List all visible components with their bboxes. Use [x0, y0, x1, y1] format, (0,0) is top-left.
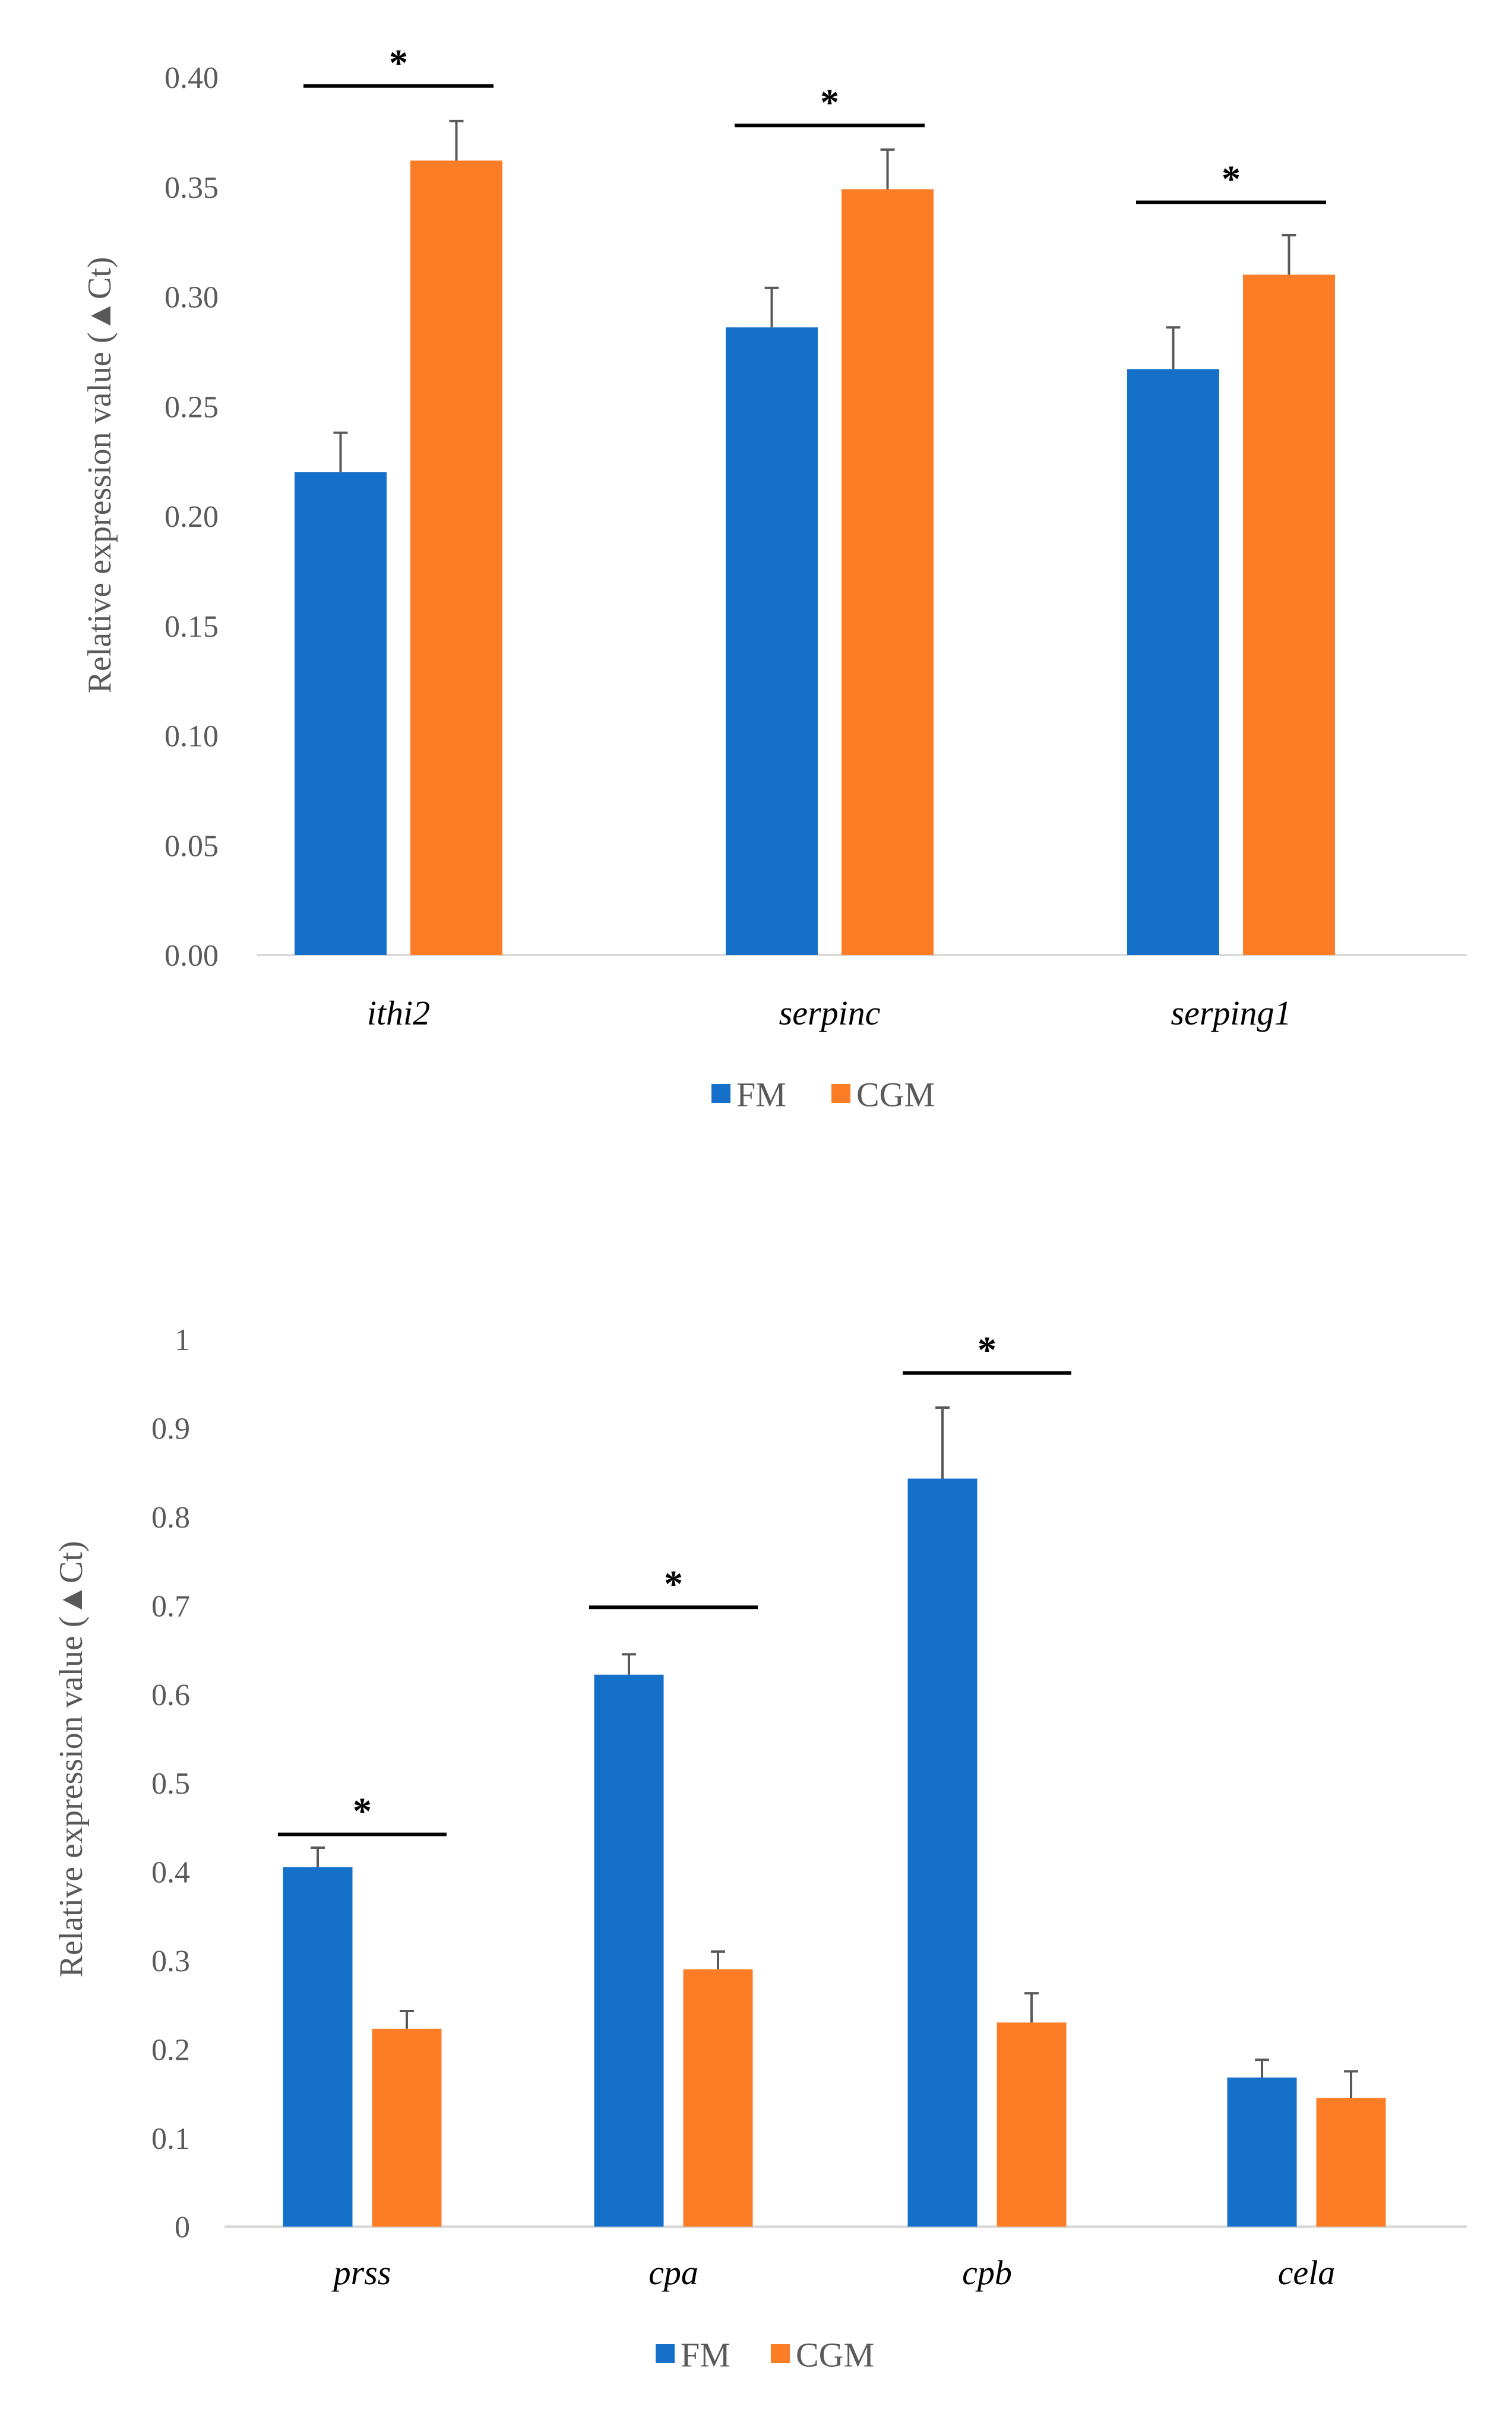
category-label: serpinc — [779, 994, 881, 1032]
y-tick-label: 0.9 — [151, 1412, 190, 1446]
legend-label-cgm: CGM — [796, 2335, 874, 2374]
y-tick-label: 0.10 — [165, 720, 219, 754]
y-tick-label: 0.8 — [151, 1501, 190, 1535]
y-tick-label: 0.35 — [165, 171, 219, 205]
y-tick-label: 0 — [175, 2211, 190, 2244]
y-tick-label: 0.30 — [165, 281, 219, 315]
y-tick-label: 0.2 — [151, 2033, 190, 2067]
bar-cgm-serping1 — [1243, 274, 1335, 955]
y-axis-label: Relative expression value (▲Ct) — [53, 1541, 90, 1978]
legend-label-cgm: CGM — [856, 1075, 935, 1114]
y-axis-label: Relative expression value (▲Ct) — [81, 257, 118, 694]
y-tick-label: 0.05 — [165, 829, 219, 863]
y-tick-label: 0.5 — [151, 1767, 190, 1801]
bar-cgm-cpb — [997, 2022, 1067, 2227]
category-label: prss — [331, 2253, 391, 2292]
legend-swatch-fm — [656, 2344, 675, 2363]
significance-asterisk: * — [820, 81, 839, 123]
bar-fm-cpa — [594, 1674, 664, 2227]
legend-swatch-fm — [711, 1084, 730, 1103]
category-label: cpa — [649, 2253, 698, 2292]
category-label: ithi2 — [367, 994, 430, 1032]
y-tick-label: 0.3 — [151, 1944, 190, 1978]
y-tick-label: 0.25 — [165, 390, 219, 424]
y-tick-label: 0.00 — [165, 939, 219, 973]
bar-cgm-cpa — [683, 1969, 753, 2227]
bar-cgm-prss — [372, 2028, 442, 2227]
bar-cgm-cela — [1316, 2098, 1386, 2227]
significance-asterisk: * — [978, 1329, 997, 1371]
legend-label-fm: FM — [681, 2335, 730, 2374]
legend-swatch-cgm — [831, 1084, 850, 1103]
legend-label-fm: FM — [736, 1075, 786, 1114]
y-tick-label: 0.15 — [165, 610, 219, 644]
y-tick-label: 0.20 — [165, 500, 219, 534]
y-tick-label: 0.40 — [165, 61, 219, 95]
bar-fm-serping1 — [1127, 369, 1219, 955]
bar-fm-cpb — [907, 1478, 978, 2227]
category-label: serping1 — [1171, 994, 1292, 1032]
bar-cgm-serpinc — [842, 189, 934, 955]
y-tick-label: 0.7 — [151, 1589, 190, 1623]
significance-asterisk: * — [353, 1790, 372, 1832]
y-tick-label: 0.1 — [151, 2122, 190, 2156]
chart-top: 0.00 0.05 0.10 0.15 0.20 0.25 0.30 0.35 0.40 Rela… — [81, 42, 1467, 1114]
bar-fm-prss — [283, 1867, 353, 2227]
bar-fm-serpinc — [726, 327, 818, 955]
bar-fm-cela — [1227, 2078, 1297, 2227]
category-label: cela — [1278, 2253, 1336, 2292]
significance-asterisk: * — [1222, 158, 1241, 200]
bar-fm-ithi2 — [295, 472, 387, 955]
y-tick-label: 0.6 — [151, 1678, 190, 1712]
chart-bottom: 0 0.1 0.2 0.3 0.4 0.5 0.6 0.7 0.8 0.9 1 Relative ex… — [53, 1323, 1467, 2374]
y-tick-label: 1 — [175, 1323, 190, 1357]
bar-cgm-ithi2 — [410, 160, 502, 955]
significance-asterisk: * — [389, 42, 408, 84]
significance-asterisk: * — [664, 1563, 683, 1605]
category-label: cpb — [962, 2253, 1012, 2292]
y-tick-label: 0.4 — [151, 1856, 190, 1890]
legend-swatch-cgm — [771, 2344, 790, 2363]
